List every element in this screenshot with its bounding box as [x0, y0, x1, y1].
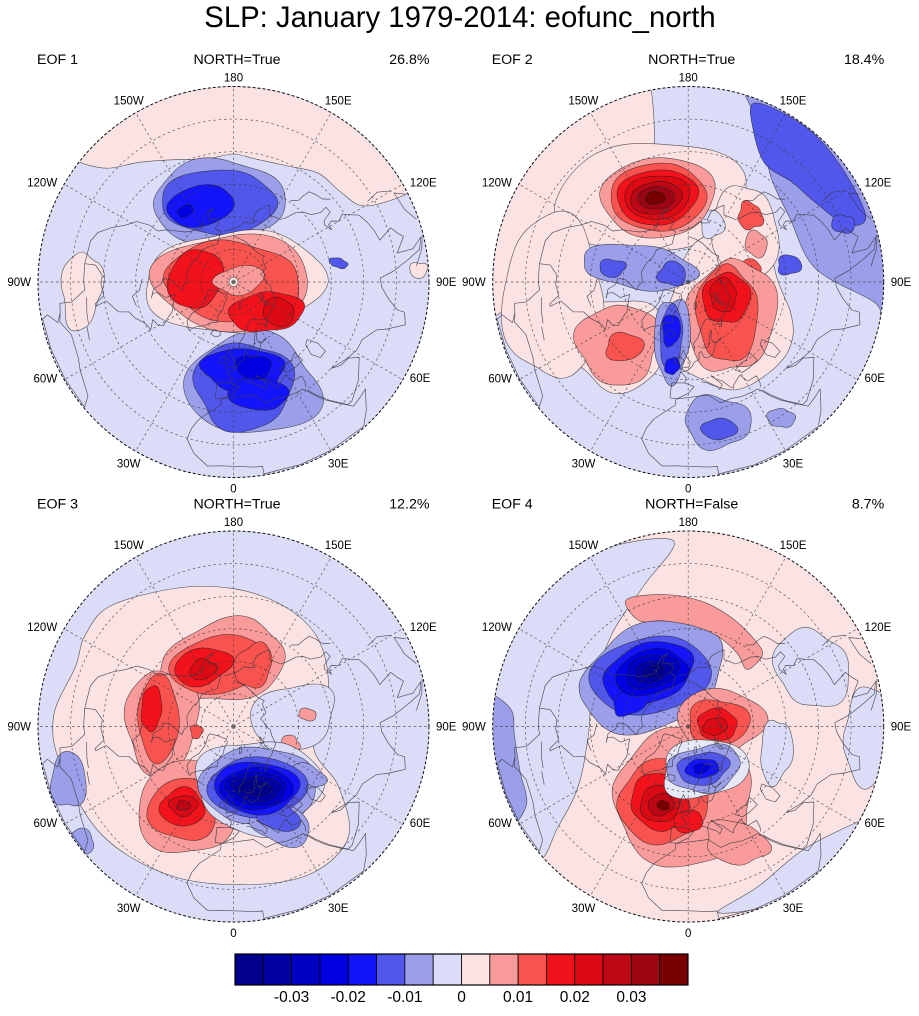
svg-text:EOF 3: EOF 3 [37, 497, 78, 513]
svg-text:30E: 30E [328, 458, 349, 470]
svg-text:30E: 30E [783, 458, 804, 470]
svg-text:180: 180 [679, 517, 698, 529]
svg-text:0.01: 0.01 [503, 989, 533, 1006]
svg-text:60W: 60W [34, 373, 58, 385]
svg-text:120E: 120E [410, 178, 437, 190]
svg-text:90E: 90E [891, 722, 912, 734]
svg-text:120E: 120E [865, 622, 892, 634]
svg-text:-0.03: -0.03 [274, 989, 309, 1006]
svg-text:SLP: January 1979-2014: eofunc: SLP: January 1979-2014: eofunc_north [204, 1, 715, 34]
svg-text:30W: 30W [117, 458, 141, 470]
svg-text:150E: 150E [325, 96, 352, 108]
svg-text:60W: 60W [34, 818, 58, 830]
svg-text:-0.01: -0.01 [387, 989, 422, 1006]
svg-text:60E: 60E [865, 818, 886, 830]
svg-text:8.7%: 8.7% [852, 497, 885, 513]
svg-text:90E: 90E [436, 277, 457, 289]
svg-text:150E: 150E [780, 96, 807, 108]
svg-text:NORTH=True: NORTH=True [193, 52, 280, 68]
svg-text:60W: 60W [488, 373, 512, 385]
svg-text:0: 0 [457, 989, 466, 1006]
svg-text:90W: 90W [462, 277, 486, 289]
svg-text:150W: 150W [114, 540, 144, 552]
svg-text:180: 180 [224, 517, 243, 529]
svg-text:-0.02: -0.02 [331, 989, 366, 1006]
svg-text:26.8%: 26.8% [389, 52, 430, 68]
svg-text:60E: 60E [410, 373, 431, 385]
svg-text:120E: 120E [865, 178, 892, 190]
svg-text:30E: 30E [783, 903, 804, 915]
svg-text:90E: 90E [891, 277, 912, 289]
svg-text:0: 0 [230, 484, 236, 496]
svg-text:60W: 60W [488, 818, 512, 830]
svg-text:90W: 90W [462, 722, 486, 734]
svg-text:150W: 150W [568, 540, 598, 552]
svg-text:30W: 30W [117, 903, 141, 915]
svg-text:30W: 30W [572, 903, 596, 915]
svg-text:EOF 4: EOF 4 [492, 497, 533, 513]
svg-text:12.2%: 12.2% [389, 497, 430, 513]
svg-text:150W: 150W [114, 96, 144, 108]
svg-text:120E: 120E [410, 622, 437, 634]
svg-text:0.02: 0.02 [560, 989, 590, 1006]
svg-text:150E: 150E [325, 540, 352, 552]
svg-text:60E: 60E [865, 373, 886, 385]
svg-text:NORTH=False: NORTH=False [645, 497, 738, 513]
svg-text:90W: 90W [7, 722, 31, 734]
svg-text:30W: 30W [572, 458, 596, 470]
svg-text:120W: 120W [482, 178, 512, 190]
svg-text:0: 0 [230, 928, 236, 940]
svg-text:150E: 150E [780, 540, 807, 552]
svg-text:120W: 120W [27, 622, 57, 634]
svg-text:0: 0 [685, 928, 691, 940]
svg-text:0: 0 [685, 484, 691, 496]
svg-text:NORTH=True: NORTH=True [193, 497, 280, 513]
svg-text:180: 180 [679, 73, 698, 85]
svg-text:EOF 2: EOF 2 [492, 52, 533, 68]
svg-text:90W: 90W [7, 277, 31, 289]
svg-text:30E: 30E [328, 903, 349, 915]
svg-text:0.03: 0.03 [616, 989, 646, 1006]
svg-text:150W: 150W [568, 96, 598, 108]
svg-text:90E: 90E [436, 722, 457, 734]
svg-text:NORTH=True: NORTH=True [648, 52, 735, 68]
svg-text:180: 180 [224, 73, 243, 85]
svg-text:120W: 120W [482, 622, 512, 634]
svg-text:60E: 60E [410, 818, 431, 830]
svg-text:120W: 120W [27, 178, 57, 190]
svg-text:18.4%: 18.4% [844, 52, 885, 68]
svg-text:EOF 1: EOF 1 [37, 52, 78, 68]
